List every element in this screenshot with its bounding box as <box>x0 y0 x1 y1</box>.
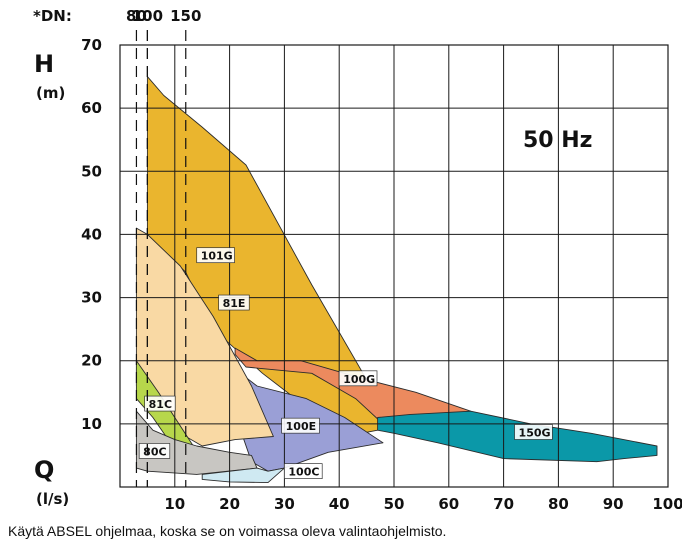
x-tick-label: 80 <box>548 495 569 513</box>
y-tick-label: 10 <box>81 415 102 433</box>
x-tick-label: 30 <box>274 495 295 513</box>
dn-label-150: 150 <box>170 7 201 25</box>
footnote: Käytä ABSEL ohjelmaa, koska se on voimas… <box>8 523 447 539</box>
region-label-81E: 81E <box>223 297 246 310</box>
region-labels: 101G 100G 150G 100E 81E 81C 80C 100C <box>138 247 553 479</box>
region-100C <box>201 467 285 484</box>
region-label-box-81E <box>218 294 250 311</box>
x-axis-label: Q <box>34 456 54 484</box>
y-tick-label: 50 <box>81 162 102 180</box>
region-label-box-100C <box>284 463 323 479</box>
region-label-box-150G <box>514 424 553 440</box>
region-label-80C: 80C <box>143 445 166 458</box>
region-label-100G: 100G <box>343 373 375 386</box>
region-label-101G: 101G <box>201 250 233 263</box>
y-axis-unit: (m) <box>36 84 65 102</box>
x-tick-label: 50 <box>384 495 405 513</box>
x-tick-label: 100 <box>652 495 682 513</box>
region-label-box-100E <box>281 417 320 434</box>
y-tick-label: 20 <box>81 352 102 370</box>
x-tick-label: 70 <box>493 495 514 513</box>
dn-label-100: 100 <box>132 7 163 25</box>
x-tick-label: 60 <box>438 495 459 513</box>
region-label-box-101G <box>196 247 235 264</box>
y-axis-label: H <box>34 50 54 78</box>
performance-regions <box>135 76 658 484</box>
x-tick-label: 90 <box>603 495 624 513</box>
dn-label-80: 80 <box>126 7 147 25</box>
y-tick-label: 30 <box>81 289 102 307</box>
x-tick-label: 40 <box>329 495 350 513</box>
y-tick-label: 40 <box>81 225 102 243</box>
grid-lines <box>119 44 669 488</box>
axis-ticks: 10 20 30 40 50 60 70 80 90 100 10 20 30 40 50 60 70 <box>81 36 682 513</box>
y-tick-label: 60 <box>81 99 102 117</box>
dn-prefix: *DN: <box>33 7 72 25</box>
region-label-100E: 100E <box>286 420 316 433</box>
y-tick-label: 70 <box>81 36 102 54</box>
region-label-150G: 150G <box>519 426 551 439</box>
region-label-box-100G <box>338 370 378 387</box>
x-tick-label: 10 <box>164 495 185 513</box>
region-label-box-81C <box>144 395 176 412</box>
frequency-label: 50 Hz <box>523 128 593 153</box>
region-label-100C: 100C <box>288 466 319 479</box>
region-label-81C: 81C <box>149 398 172 411</box>
x-axis-unit: (l/s) <box>36 490 69 508</box>
plot-frame <box>119 44 669 488</box>
x-tick-label: 20 <box>219 495 240 513</box>
